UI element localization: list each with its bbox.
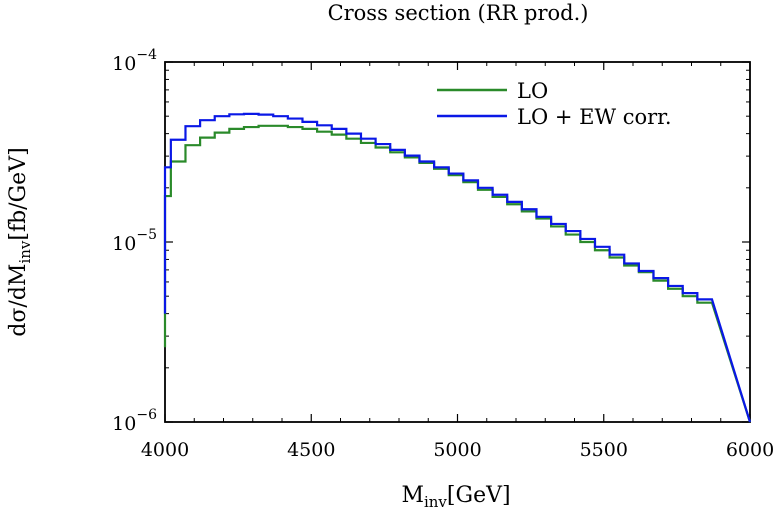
- legend: LO LO + EW corr.: [437, 79, 672, 129]
- x-tick-label: 5000: [433, 439, 481, 461]
- legend-label-ew: LO + EW corr.: [517, 105, 672, 129]
- legend-label-lo: LO: [517, 79, 548, 103]
- chart-title: Cross section (RR prod.): [328, 1, 589, 25]
- series-ew-line: [163, 112, 752, 423]
- x-axis-label: Minv[GeV]: [401, 483, 510, 509]
- x-tick-label: 6000: [726, 439, 774, 461]
- series-lo-line: [163, 124, 752, 423]
- y-axis-label: dσ/dMinv[fb/GeV]: [6, 147, 34, 336]
- x-tick-label: 5500: [580, 439, 628, 461]
- y-tick-label: 10−5: [112, 227, 157, 255]
- x-tick-label: 4500: [287, 439, 335, 461]
- x-tick-label: 4000: [141, 439, 189, 461]
- y-tick-label: 10−4: [112, 47, 157, 75]
- axis-ticks: 4000 4500 5000 5500 6000 10−4 10−5 10−6: [112, 47, 774, 461]
- series-group: [163, 112, 752, 423]
- y-tick-label: 10−6: [112, 407, 157, 435]
